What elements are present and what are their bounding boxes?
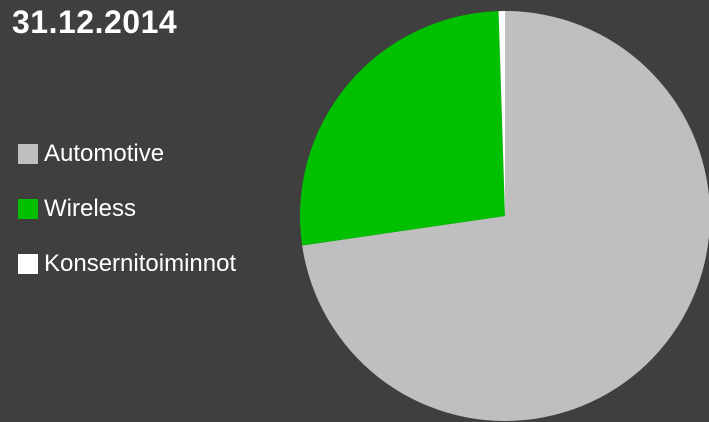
legend-label-automotive: Automotive (44, 140, 165, 167)
legend-swatch-wireless (18, 199, 38, 219)
pie-slice-konsernitoiminnot (498, 10, 505, 216)
legend-label-wireless: Wireless (44, 195, 137, 222)
legend-swatch-automotive (18, 144, 38, 164)
pie-slice-wireless (300, 11, 505, 246)
chart-legend: Automotive Wireless Konsernitoiminnot (18, 140, 236, 305)
legend-item-automotive: Automotive (18, 140, 236, 168)
legend-item-wireless: Wireless (18, 195, 236, 223)
chart-title: 31.12.2014 (12, 4, 178, 40)
legend-swatch-konsernitoiminnot (18, 254, 38, 274)
legend-item-konsernitoiminnot: Konsernitoiminnot (18, 250, 236, 278)
pie-slice-automotive (302, 11, 709, 421)
legend-label-konsernitoiminnot: Konsernitoiminnot (44, 250, 237, 277)
